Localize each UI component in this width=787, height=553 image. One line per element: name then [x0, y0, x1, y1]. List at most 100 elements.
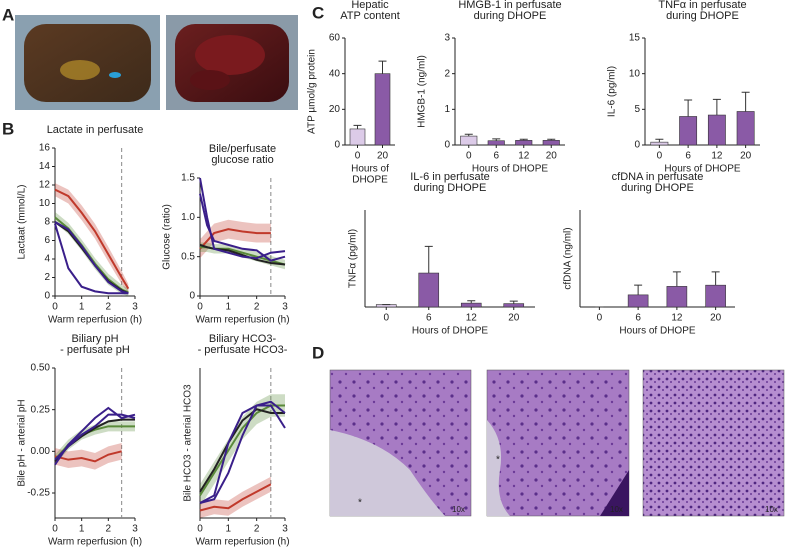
x-axis-label: Hours of DHOPE	[472, 164, 548, 175]
x-tick-label: 0	[466, 151, 472, 162]
y-tick-label: 2	[444, 68, 450, 79]
y-axis-label: IL-6 (pg/ml)	[607, 66, 618, 117]
x-axis-label: Hours of	[351, 164, 389, 175]
error-bar	[684, 99, 693, 117]
error-bar	[634, 284, 643, 295]
y-tick-label: 8	[44, 217, 50, 228]
line	[199, 404, 286, 504]
bar	[542, 140, 560, 146]
error-bar	[467, 300, 476, 304]
y-tick-label: 10	[39, 198, 51, 209]
x-tick-label: 1	[226, 524, 232, 535]
y-tick-label: 0.25	[31, 404, 51, 415]
y-axis-label: ATP µmol/g protein	[307, 49, 318, 134]
x-axis-label: Warm reperfusion (h)	[195, 315, 289, 326]
line	[199, 193, 286, 262]
chart-title: Hepatic	[351, 0, 389, 11]
y-tick-label: 0	[44, 291, 50, 302]
confidence-band	[55, 211, 129, 296]
confidence-band	[55, 183, 129, 294]
x-tick-label: 20	[740, 151, 752, 162]
error-bar	[492, 138, 501, 141]
chart-title: Biliary pH	[71, 333, 118, 345]
y-tick-label: 12	[39, 180, 51, 191]
x-tick-label: 0	[197, 302, 203, 313]
chart-title: during DHOPE	[414, 182, 487, 194]
panel-label: C	[312, 3, 324, 22]
line	[199, 177, 286, 260]
bar	[503, 303, 525, 308]
y-tick-label: 0.00	[31, 446, 51, 457]
error-bar	[353, 124, 362, 129]
x-tick-label: 0	[197, 524, 203, 535]
bar	[707, 114, 726, 146]
bar	[460, 302, 482, 308]
line	[199, 228, 271, 250]
error-bar	[655, 138, 664, 143]
x-tick-label: 2	[106, 524, 112, 535]
y-tick-label: 15	[629, 33, 641, 44]
line	[54, 406, 136, 466]
magnification-label: 10x	[452, 505, 465, 514]
y-tick-label: 0.50	[31, 363, 51, 374]
x-tick-label: 1	[79, 302, 85, 313]
x-axis-label: Warm reperfusion (h)	[195, 537, 289, 548]
x-tick-label: 20	[508, 313, 520, 324]
bar	[487, 140, 505, 146]
x-tick-label: 12	[518, 151, 530, 162]
y-tick-label: 40	[329, 68, 341, 79]
x-tick-label: 20	[710, 313, 722, 324]
y-tick-label: 16	[39, 143, 51, 154]
chart-title: glucose ratio	[211, 154, 273, 166]
x-axis-label: DHOPE	[352, 175, 388, 186]
y-axis-label: Glucose (ratio)	[162, 204, 173, 270]
chart-title: - perfusate pH	[60, 344, 130, 356]
y-tick-label: 2	[44, 272, 50, 283]
bar	[650, 141, 669, 146]
chart-title: Bile/perfusate	[209, 143, 276, 155]
x-tick-label: 6	[685, 151, 691, 162]
x-tick-label: 3	[132, 524, 138, 535]
bar	[418, 272, 440, 308]
y-tick-label: 4	[44, 254, 50, 265]
y-tick-label: 0	[334, 140, 340, 151]
y-tick-label: 0	[634, 140, 640, 151]
error-bar	[672, 271, 681, 287]
x-tick-label: 12	[671, 313, 683, 324]
bar	[374, 73, 391, 146]
confidence-band	[200, 219, 271, 259]
bar	[627, 294, 649, 308]
panel-label: D	[312, 343, 324, 362]
line	[54, 188, 130, 290]
line	[54, 413, 136, 461]
x-tick-label: 3	[132, 302, 138, 313]
bar	[666, 286, 688, 308]
chart-title: during DHOPE	[621, 182, 694, 194]
x-tick-label: 2	[106, 302, 112, 313]
panel-label: A	[2, 5, 14, 24]
y-tick-label: 0	[444, 140, 450, 151]
panel-label: B	[2, 119, 14, 138]
histology-image	[486, 369, 630, 517]
photo	[166, 15, 298, 110]
y-tick-label: 1	[444, 104, 450, 115]
x-tick-label: 12	[466, 313, 478, 324]
y-tick-label: 60	[329, 33, 341, 44]
x-tick-label: 0	[597, 313, 603, 324]
y-tick-label: 6	[44, 235, 50, 246]
bar	[349, 128, 366, 146]
error-bar	[378, 60, 387, 74]
histology-image	[642, 369, 785, 517]
x-tick-label: 0	[383, 313, 389, 324]
x-tick-label: 3	[282, 524, 288, 535]
error-bar	[712, 98, 721, 116]
line	[54, 221, 129, 295]
line	[54, 450, 122, 463]
bar	[679, 116, 698, 146]
x-tick-label: 6	[635, 313, 641, 324]
x-tick-label: 0	[52, 524, 58, 535]
histology-image	[329, 369, 472, 517]
x-tick-label: 6	[493, 151, 499, 162]
